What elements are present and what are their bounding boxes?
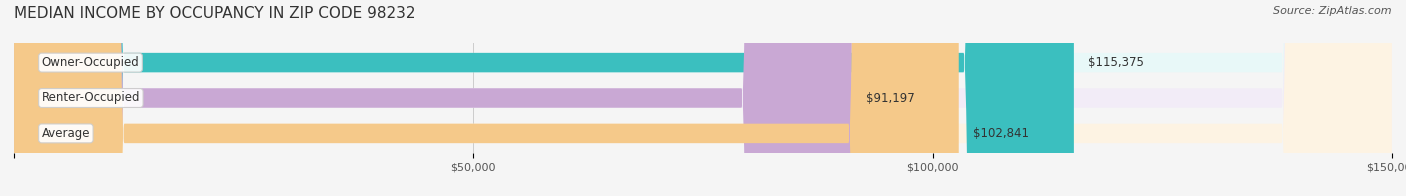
Text: MEDIAN INCOME BY OCCUPANCY IN ZIP CODE 98232: MEDIAN INCOME BY OCCUPANCY IN ZIP CODE 9… — [14, 6, 416, 21]
FancyBboxPatch shape — [14, 0, 1392, 196]
Text: $102,841: $102,841 — [973, 127, 1029, 140]
FancyBboxPatch shape — [14, 0, 959, 196]
Text: Owner-Occupied: Owner-Occupied — [42, 56, 139, 69]
Text: Average: Average — [42, 127, 90, 140]
FancyBboxPatch shape — [14, 0, 1392, 196]
Text: Source: ZipAtlas.com: Source: ZipAtlas.com — [1274, 6, 1392, 16]
Text: Renter-Occupied: Renter-Occupied — [42, 92, 141, 104]
FancyBboxPatch shape — [14, 0, 852, 196]
Text: $91,197: $91,197 — [866, 92, 914, 104]
FancyBboxPatch shape — [14, 0, 1074, 196]
FancyBboxPatch shape — [14, 0, 1392, 196]
Text: $115,375: $115,375 — [1088, 56, 1143, 69]
